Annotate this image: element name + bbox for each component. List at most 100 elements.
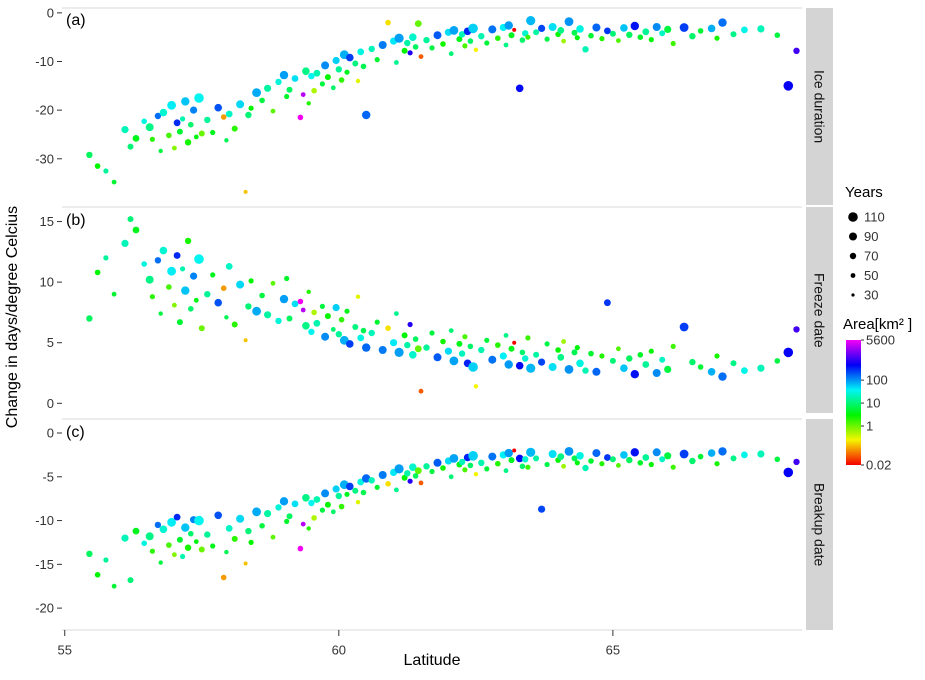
data-point (707, 449, 716, 457)
data-point (407, 50, 413, 56)
data-point (555, 347, 561, 353)
data-point (194, 515, 204, 526)
data-point (357, 334, 365, 342)
data-point (362, 110, 371, 120)
data-point (495, 342, 501, 348)
data-point (630, 448, 639, 457)
data-point (783, 467, 794, 478)
data-point (418, 480, 424, 486)
data-point (270, 534, 276, 540)
data-point (279, 497, 289, 506)
data-point (495, 35, 501, 41)
data-point (456, 340, 463, 347)
data-point (264, 84, 272, 92)
y-tick-label: -30 (35, 151, 54, 166)
data-point (444, 347, 452, 355)
data-point (648, 37, 654, 43)
data-point (626, 355, 633, 362)
data-point (308, 328, 315, 335)
data-point (707, 24, 716, 33)
data-point (184, 139, 192, 146)
data-point (311, 87, 317, 94)
data-point (319, 81, 325, 87)
data-point (526, 447, 536, 457)
data-point (220, 574, 227, 581)
data-point (190, 106, 198, 114)
data-point (548, 23, 557, 31)
data-point (620, 451, 628, 459)
data-point (440, 338, 446, 345)
data-point (335, 331, 342, 338)
y-tick-label: -10 (35, 54, 54, 69)
data-point (488, 355, 497, 364)
data-point (783, 347, 794, 358)
legend-area-title: Area[km² ] (843, 316, 913, 333)
data-point (533, 455, 540, 462)
data-point (670, 343, 676, 349)
data-point (741, 26, 748, 34)
data-point (284, 518, 290, 525)
facet-strip-freeze-date: Freeze date (806, 207, 833, 413)
data-point (467, 38, 474, 44)
data-point (679, 23, 689, 32)
data-point (368, 45, 375, 53)
legend-size-dot (850, 273, 856, 278)
data-point (385, 481, 391, 487)
data-point (368, 477, 375, 484)
data-point (188, 530, 194, 537)
data-point (360, 63, 367, 70)
data-point (225, 525, 233, 532)
data-point (127, 216, 134, 223)
data-point (158, 560, 163, 565)
data-point (188, 121, 194, 128)
data-point (172, 145, 177, 151)
data-point (231, 535, 238, 542)
data-point (154, 112, 162, 120)
data-point (324, 313, 331, 320)
data-point (346, 482, 354, 491)
data-point (145, 123, 154, 132)
data-point (181, 97, 190, 106)
panel-b-label: (b) (66, 212, 86, 229)
data-point (414, 345, 422, 353)
data-point (190, 272, 198, 280)
data-point (604, 299, 611, 307)
data-point (181, 286, 190, 295)
data-point (330, 327, 336, 332)
data-point (352, 324, 359, 330)
legend-years-title: Years (845, 184, 883, 201)
x-axis-title: Latitude (403, 652, 461, 669)
data-point (599, 461, 605, 467)
data-point (604, 27, 611, 35)
data-point (484, 40, 490, 46)
data-point (313, 496, 321, 503)
data-point (508, 457, 515, 464)
data-point (159, 525, 168, 534)
y-tick-label: 0 (47, 396, 54, 411)
y-tick-label: 15 (40, 214, 54, 229)
data-point (440, 41, 446, 47)
data-point (324, 501, 331, 508)
data-point (526, 363, 536, 373)
data-point (741, 451, 748, 459)
legend-size-dot (851, 293, 855, 297)
data-point (378, 41, 387, 49)
data-point (592, 449, 601, 458)
y-tick-label: -10 (35, 513, 54, 528)
data-point (488, 25, 497, 34)
data-point (407, 478, 413, 484)
data-point (512, 448, 517, 453)
data-point (166, 284, 172, 290)
data-point (180, 116, 186, 122)
data-point (697, 364, 704, 370)
data-point (522, 456, 529, 463)
data-point (297, 114, 304, 121)
data-point (297, 545, 304, 552)
data-point (449, 454, 459, 463)
data-point (571, 455, 578, 462)
y-tick-label: 5 (47, 335, 54, 350)
data-point (224, 315, 229, 320)
data-point (652, 23, 661, 31)
data-point (306, 526, 311, 531)
